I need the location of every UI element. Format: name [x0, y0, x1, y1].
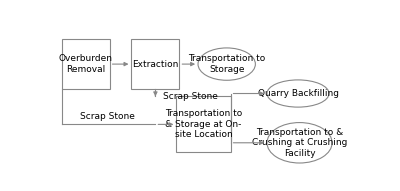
Text: Scrap Stone: Scrap Stone — [80, 112, 135, 121]
Ellipse shape — [267, 123, 332, 163]
Text: Extraction: Extraction — [132, 60, 178, 69]
FancyBboxPatch shape — [176, 96, 230, 152]
Text: Quarry Backfilling: Quarry Backfilling — [258, 89, 338, 98]
Text: Transportation to
& Storage at On-
site Location: Transportation to & Storage at On- site … — [165, 109, 242, 139]
Text: Transportation to
Storage: Transportation to Storage — [188, 54, 265, 74]
Text: Transportation to &
Crushing at Crushing
Facility: Transportation to & Crushing at Crushing… — [252, 128, 347, 158]
Text: Overburden
Removal: Overburden Removal — [59, 54, 113, 74]
Text: Scrap Stone: Scrap Stone — [163, 92, 218, 101]
FancyBboxPatch shape — [131, 39, 180, 89]
Ellipse shape — [267, 80, 329, 107]
Ellipse shape — [198, 48, 255, 80]
FancyBboxPatch shape — [62, 39, 110, 89]
